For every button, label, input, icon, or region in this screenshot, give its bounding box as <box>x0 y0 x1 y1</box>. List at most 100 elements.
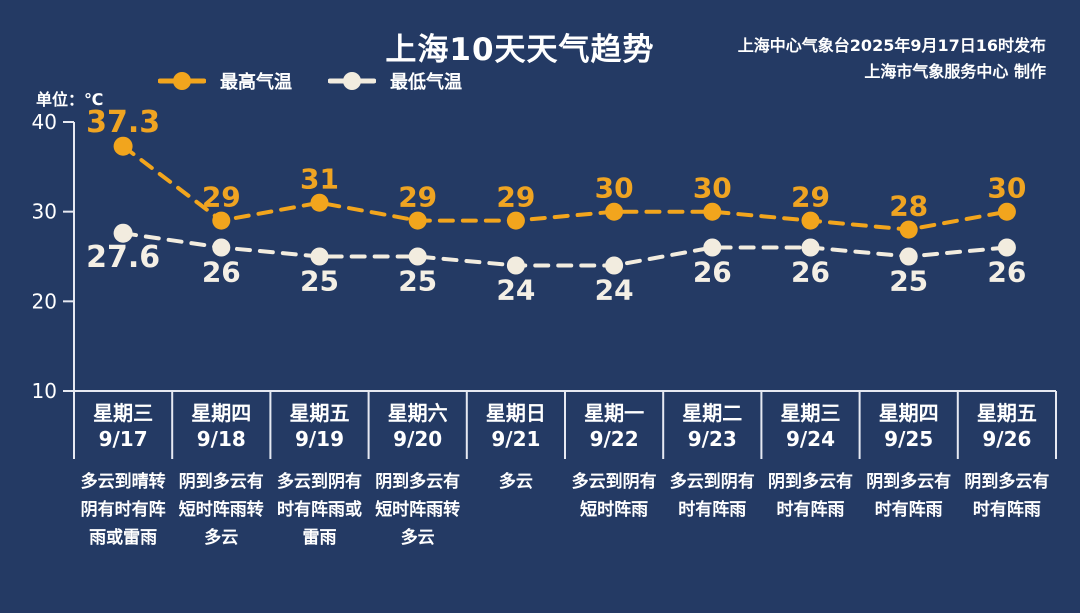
y-tick-label: 40 <box>32 110 57 134</box>
max-temp-point <box>113 136 133 156</box>
date-label: 9/22 <box>589 427 639 451</box>
min-temp-value-label: 26 <box>987 256 1026 289</box>
weekday-label: 星期三 <box>93 401 154 425</box>
weather-description: 多云到晴转阴有时有阵雨或雷雨 <box>80 472 166 548</box>
max-temp-value-label: 29 <box>398 181 437 214</box>
weather-description: 阴到多云有短时阵雨转多云 <box>375 472 461 548</box>
date-label: 9/21 <box>491 427 541 451</box>
max-temp-value-label: 29 <box>202 181 241 214</box>
day-column: 星期三 9/24 阴到多云有时有阵雨 <box>763 400 857 524</box>
weekday-label: 星期五 <box>976 401 1037 425</box>
page-title: 上海10天天气趋势 <box>385 32 655 68</box>
weather-description: 阴到多云有时有阵雨 <box>866 472 952 520</box>
min-temp-point <box>310 247 329 266</box>
max-temp-point <box>212 211 231 230</box>
min-temp-value-label: 25 <box>889 265 928 298</box>
min-temp-point <box>212 238 231 257</box>
date-label: 9/18 <box>196 427 246 451</box>
weekday-label: 星期六 <box>387 401 448 425</box>
weather-description: 阴到多云有短时阵雨转多云 <box>178 472 264 548</box>
date-label: 9/17 <box>98 427 148 451</box>
max-temp-value-label: 30 <box>595 172 634 205</box>
min-temp-point <box>605 256 624 275</box>
weekday-label: 星期三 <box>780 401 841 425</box>
weather-description: 多云到阴有时有阵雨或雷雨 <box>276 472 362 548</box>
max-temp-value-label: 31 <box>300 163 339 196</box>
date-label: 9/23 <box>687 427 737 451</box>
min-temp-marker-icon <box>328 72 376 90</box>
min-temp-value-label: 26 <box>202 256 241 289</box>
min-temp-point <box>801 238 820 257</box>
produced-by-line: 上海市气象服务中心 制作 <box>864 62 1046 81</box>
weather-description: 阴到多云有时有阵雨 <box>767 472 853 520</box>
min-temp-point <box>703 238 722 257</box>
legend-min-label: 最低气温 <box>390 72 462 93</box>
min-temp-point <box>113 223 133 243</box>
source-info: 上海中心气象台2025年9月17日16时发布 上海市气象服务中心 制作 <box>738 33 1046 85</box>
unit-label: 单位：℃ <box>36 90 104 109</box>
max-temp-series: 37.3 29 31 29 29 30 30 29 28 30 <box>86 105 1026 239</box>
date-label: 9/24 <box>785 427 836 451</box>
max-temp-point <box>310 193 329 212</box>
legend-item-max-temp: 最高气温 <box>158 68 292 94</box>
weather-description: 多云 <box>498 472 533 492</box>
y-tick-label: 10 <box>32 379 57 403</box>
max-temp-value-label: 28 <box>889 190 928 223</box>
day-separators <box>171 391 1057 459</box>
legend-item-min-temp: 最低气温 <box>328 68 462 94</box>
date-label: 9/19 <box>294 427 345 451</box>
max-temp-value-label: 30 <box>693 172 732 205</box>
min-temp-point <box>997 238 1016 257</box>
min-temp-value-label: 24 <box>595 274 634 307</box>
min-temp-value-label: 26 <box>791 256 830 289</box>
day-column: 星期五 9/26 阴到多云有时有阵雨 <box>960 400 1054 524</box>
max-temp-value-label: 37.3 <box>86 105 160 140</box>
min-temp-value-label: 25 <box>398 265 437 298</box>
date-label: 9/26 <box>982 427 1032 451</box>
weekday-label: 星期二 <box>682 401 743 425</box>
min-temp-point <box>506 256 525 275</box>
weekday-label: 星期一 <box>584 401 645 425</box>
min-temp-value-label: 25 <box>300 265 339 298</box>
day-column: 星期四 9/25 阴到多云有时有阵雨 <box>862 400 956 524</box>
max-temp-value-label: 29 <box>791 181 830 214</box>
day-column: 星期六 9/20 阴到多云有短时阵雨转多云 <box>371 400 465 552</box>
y-tick-label: 30 <box>32 200 57 224</box>
max-temp-point <box>703 202 722 221</box>
min-temp-value-label: 26 <box>693 256 732 289</box>
weather-description: 多云到阴有短时阵雨 <box>571 472 657 520</box>
max-temp-point <box>997 202 1016 221</box>
weather-description: 阴到多云有时有阵雨 <box>964 472 1050 520</box>
max-temp-marker-icon <box>158 72 206 90</box>
max-temp-point <box>408 211 427 230</box>
min-temp-value-label: 24 <box>496 274 535 307</box>
weather-description: 多云到阴有时有阵雨 <box>669 472 755 520</box>
day-column: 星期日 9/21 多云 <box>469 400 563 496</box>
weekday-label: 星期日 <box>485 401 546 425</box>
max-temp-point <box>801 211 820 230</box>
day-column: 星期二 9/23 多云到阴有时有阵雨 <box>665 400 759 524</box>
date-label: 9/25 <box>884 427 934 451</box>
min-temp-point <box>408 247 427 266</box>
min-temp-point <box>899 247 918 266</box>
day-column: 星期四 9/18 阴到多云有短时阵雨转多云 <box>174 400 268 552</box>
max-temp-point <box>899 220 918 239</box>
weekday-label: 星期四 <box>191 401 252 425</box>
day-column: 星期三 9/17 多云到晴转阴有时有阵雨或雷雨 <box>76 400 170 552</box>
min-temp-series: 27.6 26 25 25 24 24 26 26 25 26 <box>86 223 1026 307</box>
chart-legend: 最高气温 最低气温 <box>158 68 462 94</box>
issued-by-line: 上海中心气象台2025年9月17日16时发布 <box>737 36 1046 55</box>
max-temp-value-label: 29 <box>496 181 535 214</box>
weekday-label: 星期四 <box>878 401 939 425</box>
legend-max-label: 最高气温 <box>220 72 292 93</box>
min-temp-value-label: 27.6 <box>86 240 160 275</box>
max-temp-point <box>605 202 624 221</box>
date-label: 9/20 <box>393 427 443 451</box>
y-tick-label: 20 <box>32 289 57 313</box>
max-temp-value-label: 30 <box>987 172 1026 205</box>
weekday-label: 星期五 <box>289 401 350 425</box>
day-column: 星期五 9/19 多云到阴有时有阵雨或雷雨 <box>272 400 366 552</box>
day-column: 星期一 9/22 多云到阴有短时阵雨 <box>567 400 661 524</box>
